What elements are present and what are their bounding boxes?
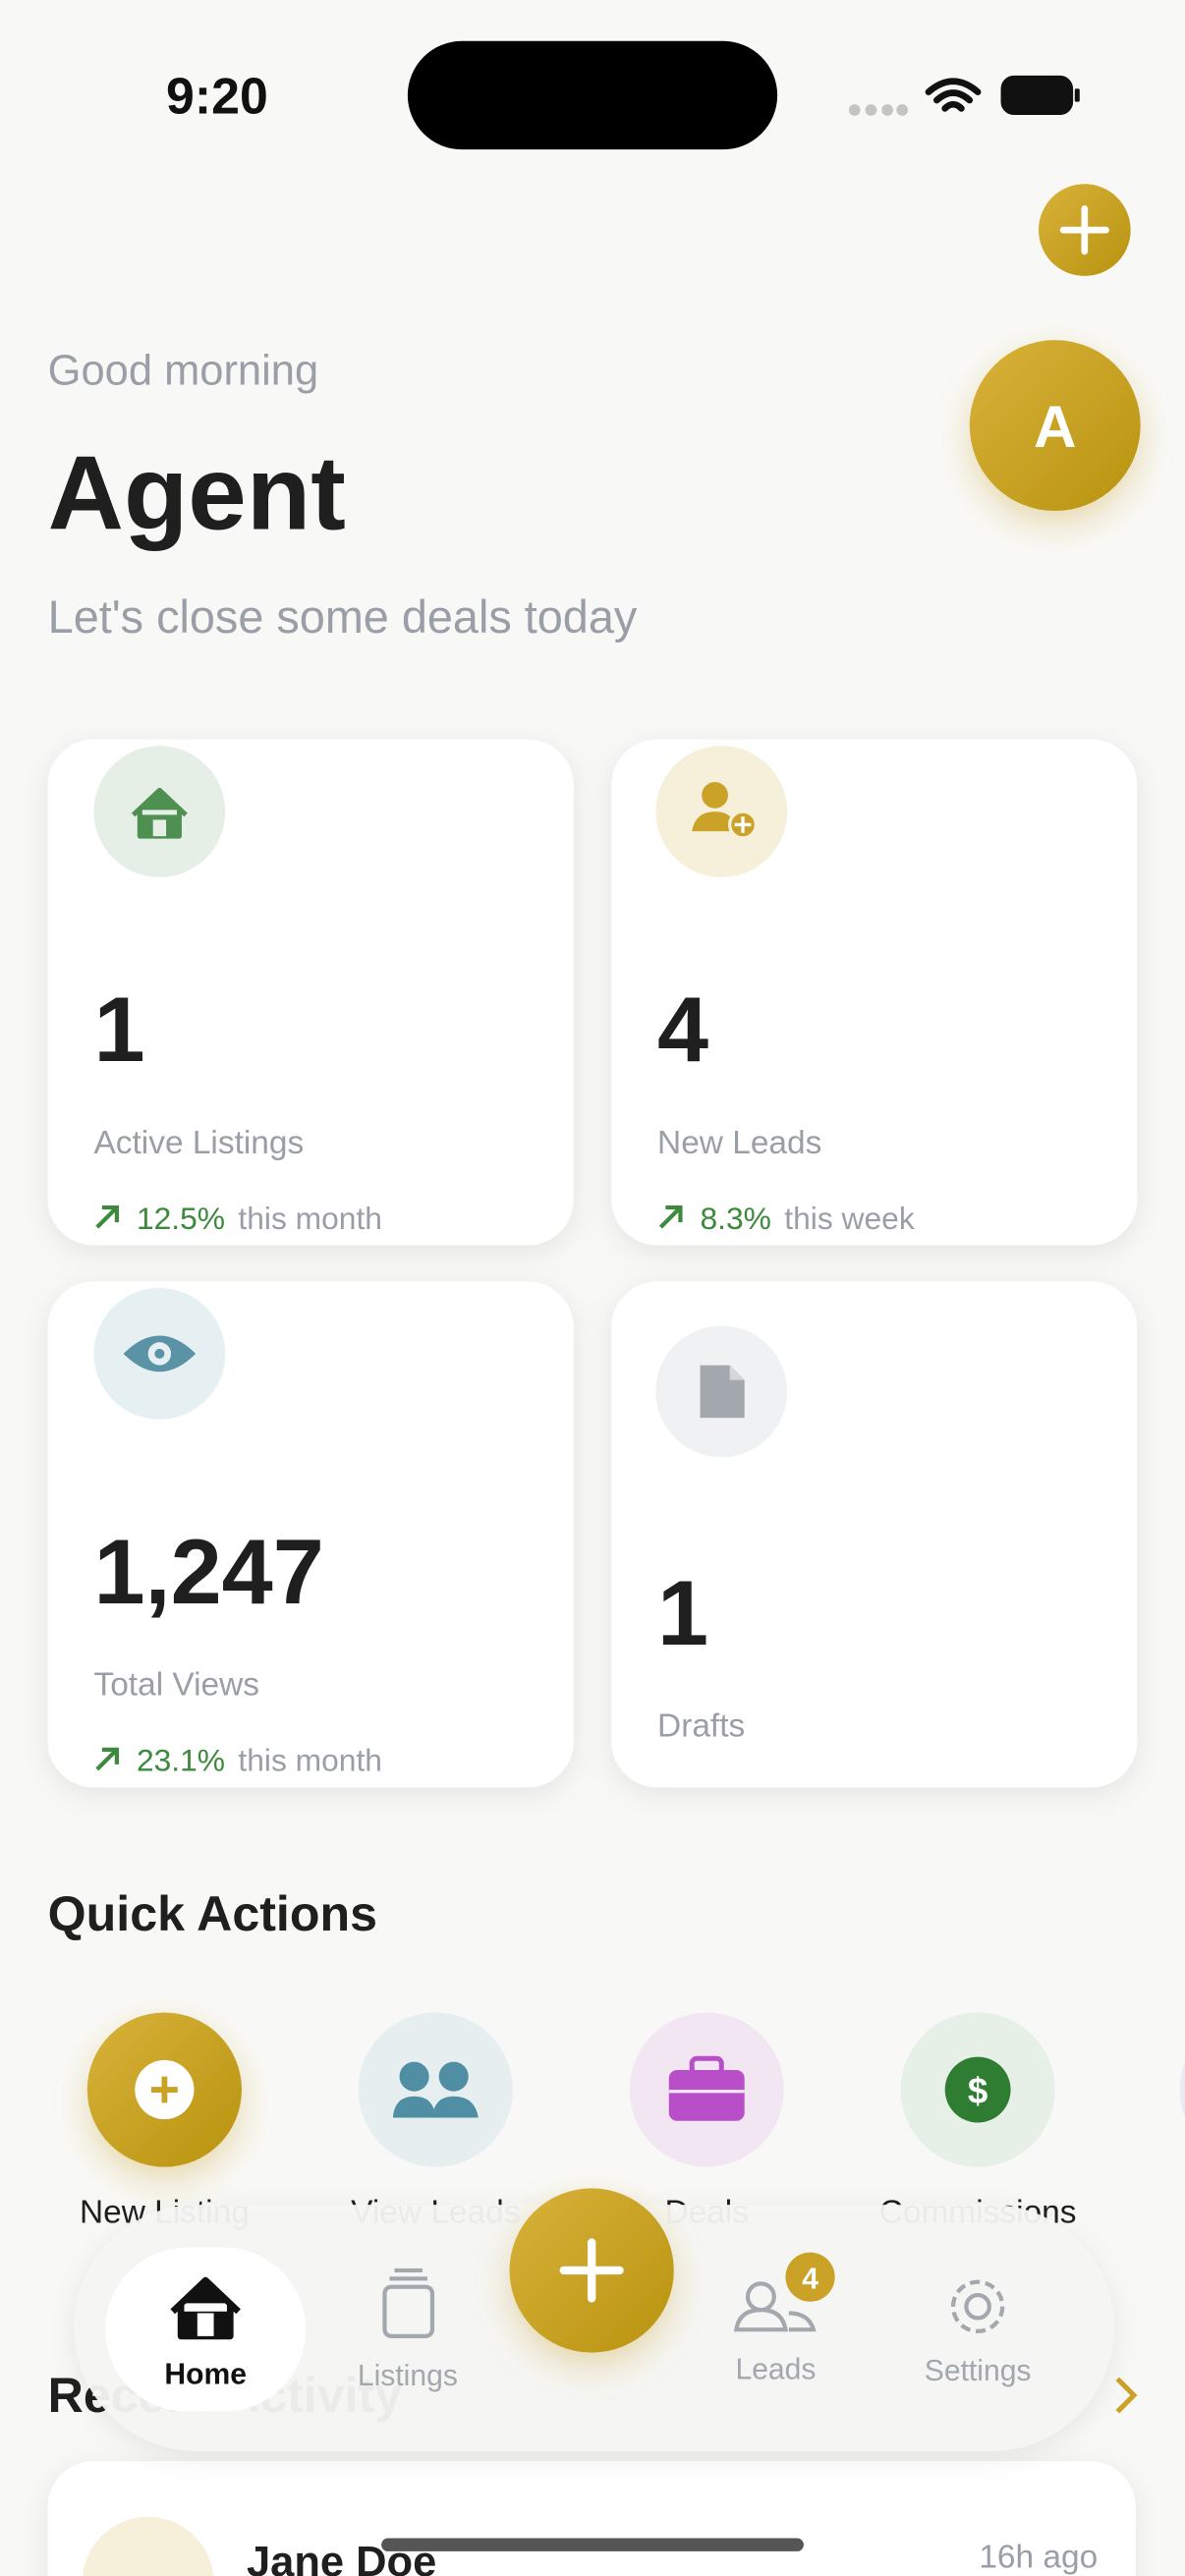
- lead-icon: [655, 746, 788, 877]
- signal: [848, 104, 909, 116]
- leads-badge: [785, 2252, 835, 2302]
- home-indicator: [381, 2538, 804, 2551]
- tab-label[interactable]: Settings: [925, 2355, 1032, 2387]
- greeting: Good morning: [48, 347, 318, 394]
- stat-value: 1,247: [93, 1520, 323, 1623]
- badge-count: 4: [802, 2263, 818, 2295]
- tab-label[interactable]: Leads: [735, 2353, 816, 2385]
- tab-label[interactable]: Listings: [358, 2360, 458, 2392]
- stat-value: 1: [93, 978, 144, 1081]
- stat-value: 1: [657, 1561, 708, 1664]
- stat-label: Drafts: [657, 1708, 745, 1745]
- tab-label[interactable]: Home: [164, 2358, 247, 2390]
- eye-icon: [93, 1288, 226, 1420]
- stat-label: Total Views: [93, 1667, 259, 1704]
- avatar[interactable]: A: [969, 340, 1141, 512]
- dynamic-island: [407, 40, 778, 150]
- stat-value: 4: [657, 978, 708, 1081]
- center-add[interactable]: [509, 2188, 674, 2353]
- activity-icon: [83, 2516, 214, 2576]
- time: 9:20: [166, 67, 268, 124]
- home-door: [197, 2313, 214, 2336]
- home-icon: [93, 746, 226, 877]
- activity-time: 16h ago: [979, 2540, 1098, 2576]
- avatar-initial: A: [1034, 394, 1076, 460]
- activity-card[interactable]: [47, 2460, 1136, 2576]
- settings-tab-icon: [950, 2279, 1005, 2333]
- user-name: Agent: [48, 433, 346, 551]
- trend-arrow: [95, 1204, 119, 1229]
- draft-icon: [655, 1325, 788, 1458]
- trend-arrow: [95, 1747, 119, 1771]
- trend-period: this week: [784, 1201, 915, 1236]
- wifi: [925, 78, 982, 112]
- trend-value: 23.1%: [137, 1743, 225, 1778]
- dollar: $: [968, 2070, 988, 2110]
- trend-value: 12.5%: [137, 1201, 225, 1236]
- listings-tab-icon: [382, 2268, 435, 2338]
- action-icon-plus: [151, 2076, 178, 2103]
- leads-tab-icon: [733, 2281, 817, 2332]
- trend-period: this month: [238, 1743, 382, 1778]
- see-all-arrow[interactable]: [1115, 2377, 1138, 2414]
- section-title: Quick Actions: [48, 1886, 377, 1941]
- stat-label: Active Listings: [93, 1125, 304, 1161]
- trend-arrow: [658, 1204, 683, 1229]
- subtitle: Let's close some deals today: [48, 591, 638, 643]
- trend-value: 8.3%: [701, 1201, 771, 1236]
- action-commissions[interactable]: $: [900, 2012, 1055, 2167]
- stat-label: New Leads: [657, 1125, 821, 1161]
- battery-tip: [1074, 88, 1080, 102]
- trend-period: this month: [238, 1201, 382, 1236]
- action-view-leads[interactable]: [358, 2012, 513, 2167]
- battery: [1000, 75, 1074, 116]
- action-more[interactable]: [1179, 2012, 1185, 2166]
- add-button[interactable]: [1039, 184, 1131, 276]
- action-deals[interactable]: [629, 2012, 784, 2167]
